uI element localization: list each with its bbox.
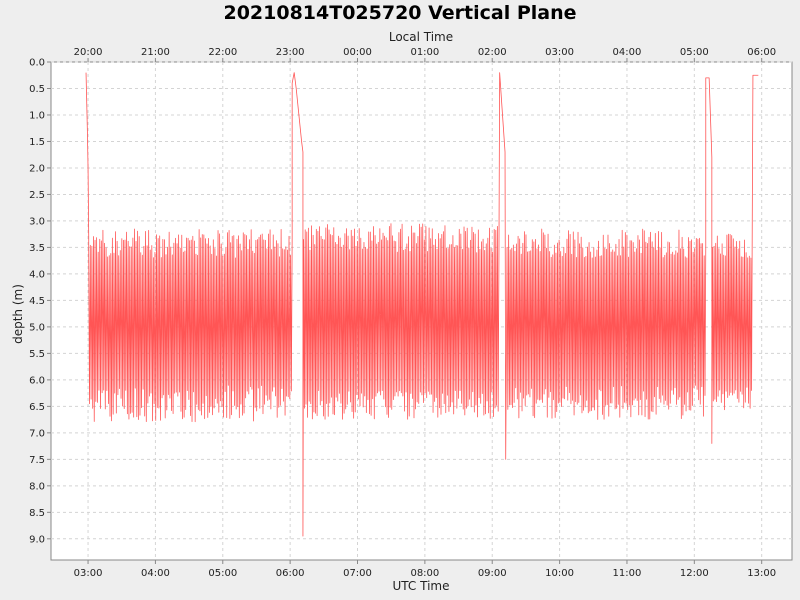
y-tick-label: 2.5 <box>29 190 45 201</box>
x-tick-label: 13:00 <box>747 568 776 579</box>
y-tick-label: 7.0 <box>29 428 45 439</box>
series-layer <box>85 72 759 537</box>
x2-tick-label: 23:00 <box>276 47 305 58</box>
y-tick-label: 0.0 <box>29 58 45 69</box>
y-tick-label: 1.5 <box>29 137 45 148</box>
x2-tick-label: 20:00 <box>74 47 103 58</box>
y-tick-label: 6.5 <box>29 402 45 413</box>
y-axis-title: depth (m) <box>11 284 25 344</box>
y-tick-label: 7.5 <box>29 455 45 466</box>
x2-tick-label: 05:00 <box>680 47 709 58</box>
y-tick-label: 0.5 <box>29 84 45 95</box>
x-tick-label: 03:00 <box>74 568 103 579</box>
y-tick-label: 5.5 <box>29 349 45 360</box>
x-tick-label: 12:00 <box>680 568 709 579</box>
x2-tick-label: 00:00 <box>343 47 372 58</box>
x-tick-label: 09:00 <box>478 568 507 579</box>
chart-title: 20210814T025720 Vertical Plane <box>223 2 576 24</box>
x-tick-label: 04:00 <box>141 568 170 579</box>
x-axis-bottom: 03:00 04:00 05:00 06:00 07:00 08:00 09:00 10:00… <box>74 560 776 579</box>
y-tick-label: 5.0 <box>29 322 45 333</box>
x2-tick-label: 02:00 <box>478 47 507 58</box>
x-tick-label: 08:00 <box>410 568 439 579</box>
x2-tick-label: 01:00 <box>410 47 439 58</box>
y-axis: 0.0 0.5 1.0 1.5 2.0 2.5 3.0 3.5 4.0 4.5 5.0 5.5 6.0 6… <box>29 58 51 545</box>
x2-tick-label: 22:00 <box>208 47 237 58</box>
x-tick-label: 06:00 <box>276 568 305 579</box>
y-tick-label: 6.0 <box>29 375 45 386</box>
y-tick-label: 8.5 <box>29 508 45 519</box>
y-tick-label: 1.0 <box>29 110 45 121</box>
y-tick-label: 3.0 <box>29 216 45 227</box>
y-tick-label: 4.0 <box>29 269 45 280</box>
x2-tick-label: 06:00 <box>747 47 776 58</box>
x-tick-label: 07:00 <box>343 568 372 579</box>
y-tick-label: 3.5 <box>29 243 45 254</box>
y-tick-label: 8.0 <box>29 481 45 492</box>
x-tick-label: 10:00 <box>545 568 574 579</box>
top-axis-title: Local Time <box>389 30 453 44</box>
y-tick-label: 4.5 <box>29 296 45 307</box>
x-axis-title: UTC Time <box>393 579 450 593</box>
x2-tick-label: 03:00 <box>545 47 574 58</box>
x2-tick-label: 21:00 <box>141 47 170 58</box>
x-tick-label: 11:00 <box>613 568 642 579</box>
y-tick-label: 2.0 <box>29 163 45 174</box>
x-tick-label: 05:00 <box>208 568 237 579</box>
depth-series-line <box>85 72 759 537</box>
x2-tick-label: 04:00 <box>613 47 642 58</box>
y-tick-label: 9.0 <box>29 534 45 545</box>
x-axis-top: 20:00 21:00 22:00 23:00 00:00 01:00 02:00 03:00… <box>74 47 776 62</box>
